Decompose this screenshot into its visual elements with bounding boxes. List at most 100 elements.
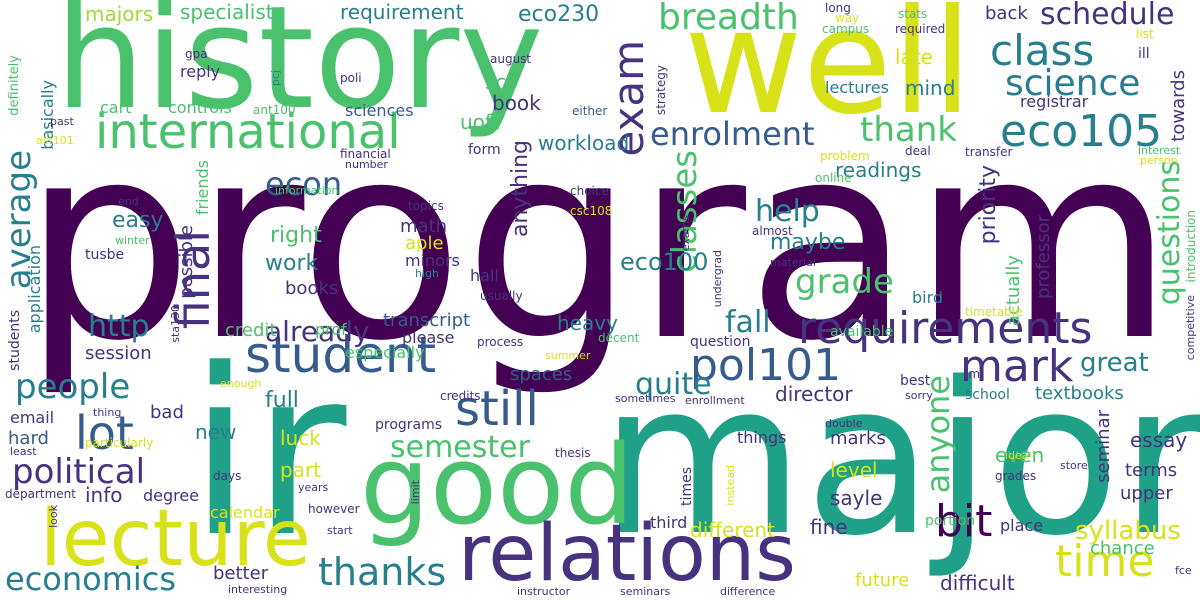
word-director: director: [775, 382, 853, 406]
word-possible: possible: [176, 225, 197, 299]
word-work: work: [265, 251, 319, 276]
word-science: science: [1005, 63, 1141, 104]
word-marks: marks: [830, 428, 886, 449]
word-poli: poli: [340, 71, 362, 85]
word-transcript: transcript: [383, 310, 471, 331]
word-application: application: [25, 245, 44, 334]
word-major: major: [600, 337, 1200, 582]
word-undergrad: undergrad: [711, 250, 724, 308]
word-sta130: sta130: [169, 305, 182, 343]
word-thank: thank: [860, 110, 957, 150]
word-best: best: [900, 373, 931, 389]
word-students: students: [7, 310, 23, 371]
word-choice: choice: [570, 184, 609, 198]
word-question: question: [690, 334, 751, 350]
word-anything: anything: [508, 140, 533, 238]
word-questions: questions: [1152, 160, 1187, 306]
word-degree: degree: [143, 486, 200, 505]
word-im: im: [965, 367, 981, 381]
word-enough: enough: [220, 377, 262, 390]
word-gpa: gpa: [185, 47, 208, 61]
word-usually: usually: [480, 289, 523, 303]
word-interesting: interesting: [228, 583, 288, 596]
word-eco230: eco230: [518, 2, 600, 27]
word-enrollment: enrollment: [685, 394, 745, 407]
word-terms: terms: [1125, 460, 1178, 481]
word-especially: especially: [345, 343, 425, 362]
word-difference: difference: [720, 585, 776, 598]
word-sciences: sciences: [345, 101, 414, 120]
word-fce: fce: [1175, 564, 1192, 577]
word-interest: interest: [1138, 144, 1181, 157]
word-person: person: [1140, 154, 1178, 167]
word-time: time: [1055, 536, 1155, 587]
word-particularly: particularly: [85, 436, 154, 450]
word-august: august: [490, 52, 532, 66]
word-idea: idea: [1005, 449, 1029, 462]
word-number: number: [345, 158, 388, 171]
word-exams: exams: [679, 215, 692, 252]
word-long: long: [825, 1, 851, 15]
word-thanks: thanks: [318, 550, 447, 594]
word-maybe: maybe: [770, 230, 846, 255]
word-sorry: sorry: [905, 389, 933, 402]
word-ast101: ast101: [36, 134, 74, 147]
word-strategy: strategy: [654, 65, 668, 116]
word-requirements: requirements: [798, 303, 1093, 354]
word-credits: credits: [440, 389, 481, 403]
word-eco100: eco100: [620, 248, 709, 276]
word-hall: hall: [470, 266, 499, 285]
word-upper: upper: [1120, 483, 1173, 504]
word-however: however: [308, 502, 360, 516]
word-readings: readings: [835, 158, 922, 182]
word-start: start: [327, 524, 353, 537]
word-registrar: registrar: [1020, 92, 1089, 111]
word-ant100: ant100: [253, 103, 296, 117]
word-part: part: [280, 458, 322, 482]
word-instead: instead: [724, 465, 737, 506]
word-books: books: [285, 278, 339, 299]
word-lectures: lectures: [825, 78, 889, 97]
word-programs: programs: [375, 417, 443, 433]
word-summer: summer: [545, 349, 591, 362]
word-already: already: [265, 315, 370, 348]
word-luck: luck: [280, 426, 321, 450]
word-history: history: [55, 0, 544, 141]
word-international: international: [95, 104, 401, 160]
word-specialist: specialist: [180, 0, 274, 24]
word-late: late: [895, 45, 933, 69]
word-even: even: [995, 443, 1045, 467]
word-grade: grade: [795, 262, 894, 302]
word-quite: quite: [635, 367, 712, 402]
word-information: information: [275, 184, 339, 197]
word-breadth: breadth: [658, 0, 799, 38]
word-prof: prof: [315, 320, 347, 339]
word-still: still: [455, 381, 539, 437]
word-lecture: lecture: [40, 494, 311, 584]
word-thing: thing: [93, 406, 122, 419]
word-thesis: thesis: [555, 446, 591, 460]
word-great: great: [1080, 348, 1149, 378]
word-material: material: [770, 256, 816, 269]
word-bit: bit: [935, 496, 993, 547]
word-majors: majors: [85, 2, 154, 26]
word-stats: stats: [898, 7, 928, 21]
word-chance: chance: [1090, 538, 1155, 559]
word-online: online: [815, 171, 852, 185]
word-transfer: transfer: [965, 145, 1013, 159]
word-double: double: [825, 417, 863, 430]
word-controls: controls: [168, 98, 232, 117]
word-difficult: difficult: [940, 571, 1015, 595]
word-sometimes: sometimes: [615, 392, 676, 405]
word-workload: workload: [538, 131, 630, 155]
word-competitive: competitive: [1184, 295, 1197, 361]
word-people: people: [15, 367, 131, 407]
word-timetable: timetable: [965, 305, 1023, 319]
word-spaces: spaces: [510, 364, 573, 385]
word-ir: ir: [188, 321, 347, 588]
word-bird: bird: [912, 288, 944, 307]
word-financial: financial: [340, 147, 391, 161]
word-essay: essay: [1130, 428, 1188, 452]
word-pcj: pcj: [269, 70, 282, 87]
